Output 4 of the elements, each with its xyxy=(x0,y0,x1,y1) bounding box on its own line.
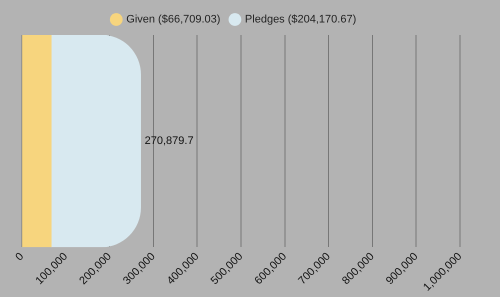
legend-label: Given ($66,709.03) xyxy=(126,14,220,26)
x-tick-label: 0 xyxy=(13,250,26,264)
total-label: 270,879.7 xyxy=(144,135,194,148)
legend-label: Pledges ($204,170.67) xyxy=(244,14,356,26)
